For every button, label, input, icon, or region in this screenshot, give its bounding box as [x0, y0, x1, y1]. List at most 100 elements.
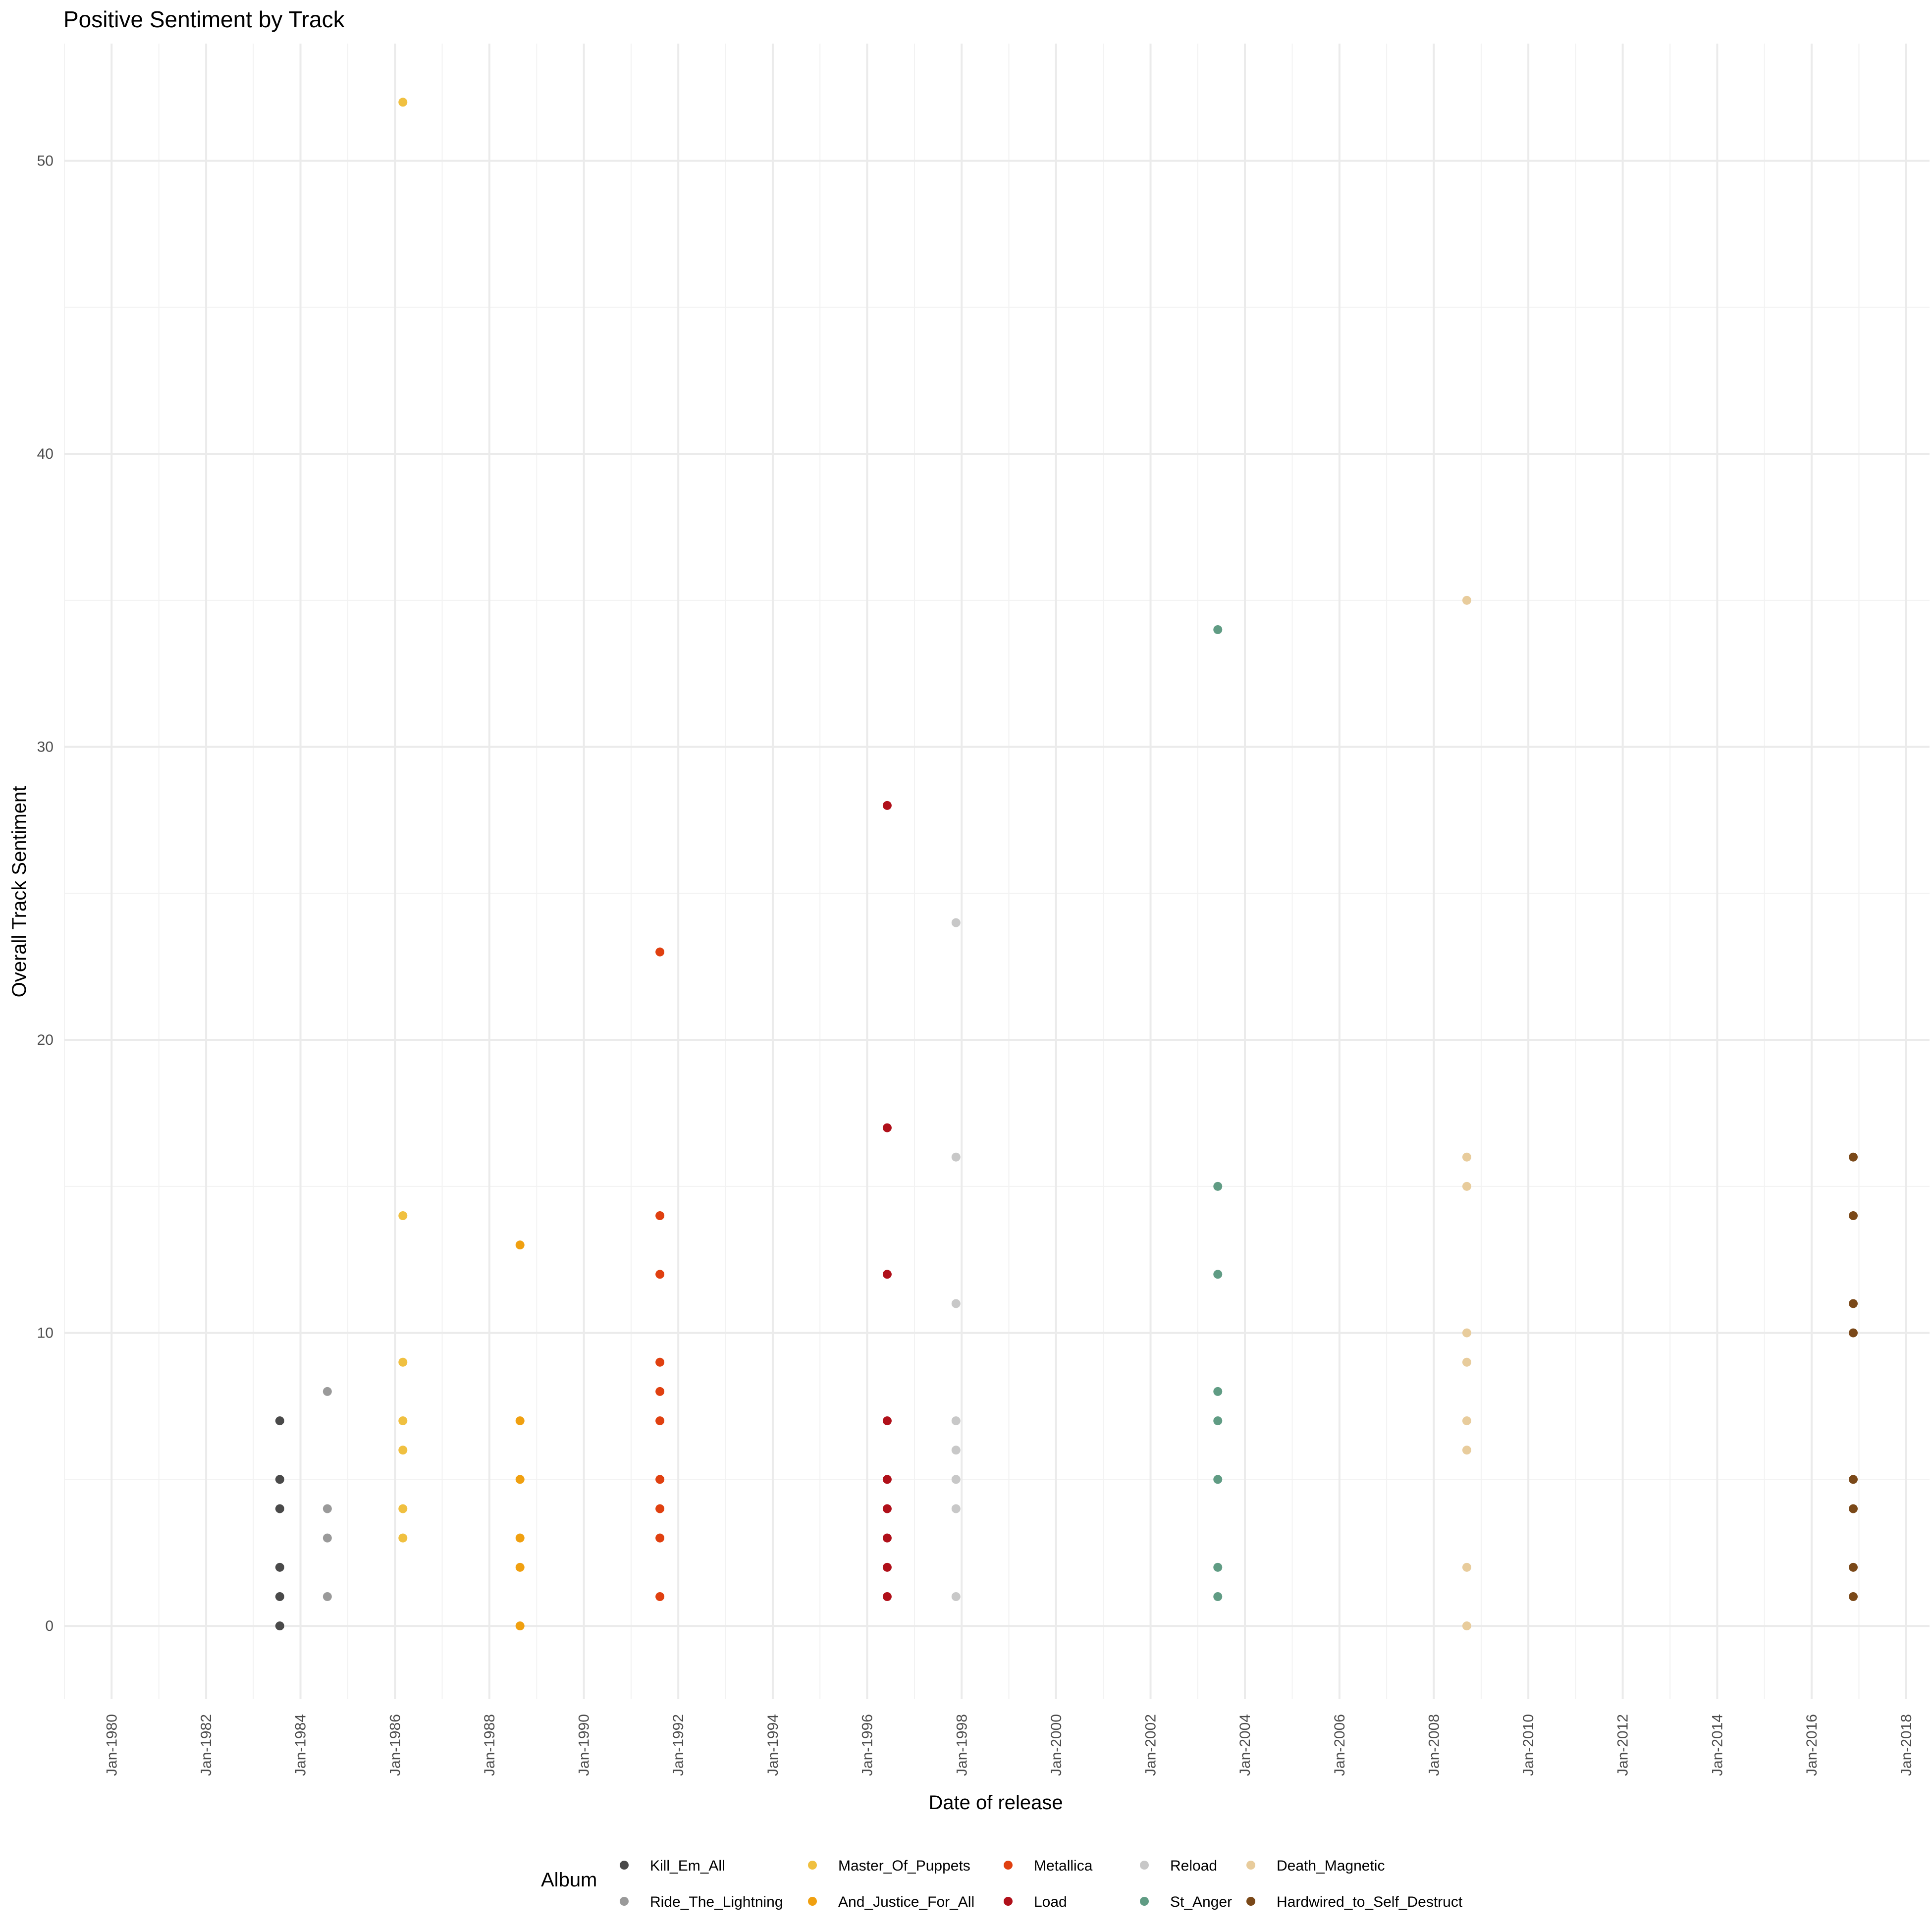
data-point	[1462, 1446, 1471, 1455]
data-point	[655, 1211, 665, 1221]
x-tick-label: Jan-1998	[954, 1714, 970, 1776]
data-point	[515, 1475, 525, 1484]
data-point	[882, 1533, 892, 1543]
data-point	[515, 1240, 525, 1250]
data-point	[882, 801, 892, 810]
data-point	[655, 1504, 665, 1513]
data-point	[515, 1533, 525, 1543]
x-tick-label: Jan-1986	[387, 1714, 403, 1776]
data-point	[655, 1416, 665, 1426]
data-point	[951, 1504, 961, 1513]
data-point	[275, 1592, 284, 1601]
x-tick-label: Jan-1984	[293, 1714, 309, 1776]
data-point	[398, 1446, 408, 1455]
legend-key	[1246, 1897, 1255, 1906]
x-tick-label: Jan-1982	[198, 1714, 215, 1776]
data-point	[1213, 1270, 1223, 1279]
legend-label: Master_Of_Puppets	[838, 1858, 970, 1874]
data-point	[882, 1475, 892, 1484]
legend-label: And_Justice_For_All	[838, 1894, 974, 1910]
data-point	[1849, 1152, 1858, 1162]
data-point	[1462, 1562, 1471, 1572]
legend-title: Album	[541, 1869, 597, 1891]
x-tick-label: Jan-1980	[104, 1714, 120, 1776]
legend: Album Kill_Em_All Ride_The_Lightning Maste…	[541, 1858, 1463, 1910]
data-point	[882, 1562, 892, 1572]
data-point	[1213, 1387, 1223, 1396]
x-axis-label: Date of release	[928, 1792, 1063, 1814]
data-point	[1462, 1181, 1471, 1191]
data-point	[515, 1416, 525, 1426]
x-tick-label: Jan-1992	[670, 1714, 687, 1776]
data-point	[1213, 1562, 1223, 1572]
data-point	[1213, 1181, 1223, 1191]
data-point	[882, 1416, 892, 1426]
data-point	[1462, 1621, 1471, 1631]
data-point	[1849, 1328, 1858, 1338]
data-point	[882, 1504, 892, 1513]
x-axis-ticks: Jan-1980 Jan-1982 Jan-1984 Jan-1986 Jan-1988…	[104, 1714, 1915, 1776]
x-tick-label: Jan-2014	[1709, 1714, 1725, 1776]
data-point	[1213, 1592, 1223, 1601]
data-point	[1213, 1475, 1223, 1484]
legend-label: Ride_The_Lightning	[650, 1894, 783, 1910]
chart-title: Positive Sentiment by Track	[63, 6, 345, 32]
legend-key	[1004, 1897, 1013, 1906]
legend-label: Hardwired_to_Self_Destruct	[1277, 1894, 1463, 1910]
data-points	[275, 98, 1858, 1631]
x-tick-label: Jan-2008	[1426, 1714, 1442, 1776]
legend-key	[620, 1897, 629, 1906]
data-point	[1849, 1211, 1858, 1221]
y-tick-label: 50	[37, 153, 54, 169]
data-point	[951, 1475, 961, 1484]
y-tick-label: 40	[37, 446, 54, 462]
data-point	[655, 947, 665, 957]
legend-label: Load	[1034, 1894, 1067, 1910]
data-point	[322, 1387, 332, 1396]
x-tick-label: Jan-1996	[859, 1714, 875, 1776]
x-tick-label: Jan-2002	[1143, 1714, 1159, 1776]
data-point	[1462, 1416, 1471, 1426]
legend-label: St_Anger	[1170, 1894, 1232, 1910]
data-point	[398, 1504, 408, 1513]
data-point	[655, 1533, 665, 1543]
data-point	[951, 918, 961, 927]
x-tick-label: Jan-1994	[765, 1714, 781, 1776]
data-point	[322, 1592, 332, 1601]
data-point	[655, 1270, 665, 1279]
legend-label: Kill_Em_All	[650, 1858, 725, 1874]
data-point	[1213, 625, 1223, 635]
data-point	[882, 1270, 892, 1279]
data-point	[1849, 1299, 1858, 1308]
data-point	[951, 1416, 961, 1426]
legend-key	[1140, 1897, 1149, 1906]
data-point	[322, 1504, 332, 1513]
data-point	[1849, 1562, 1858, 1572]
data-point	[951, 1592, 961, 1601]
data-point	[655, 1592, 665, 1601]
data-point	[398, 1416, 408, 1426]
y-tick-label: 20	[37, 1032, 54, 1048]
data-point	[322, 1533, 332, 1543]
y-axis-label: Overall Track Sentiment	[8, 786, 30, 998]
data-point	[1462, 595, 1471, 605]
data-point	[951, 1299, 961, 1308]
data-point	[951, 1446, 961, 1455]
x-tick-label: Jan-2018	[1898, 1714, 1915, 1776]
data-point	[882, 1123, 892, 1132]
data-point	[515, 1621, 525, 1631]
data-point	[1849, 1475, 1858, 1484]
major-gridlines	[64, 44, 1930, 1699]
x-tick-label: Jan-2016	[1804, 1714, 1820, 1776]
data-point	[275, 1416, 284, 1426]
data-point	[1213, 1416, 1223, 1426]
legend-key	[808, 1861, 817, 1870]
data-point	[398, 1357, 408, 1367]
legend-label: Metallica	[1034, 1858, 1093, 1874]
legend-key	[620, 1861, 629, 1870]
data-point	[1849, 1592, 1858, 1601]
data-point	[1462, 1357, 1471, 1367]
x-tick-label: Jan-2006	[1332, 1714, 1348, 1776]
data-point	[655, 1357, 665, 1367]
